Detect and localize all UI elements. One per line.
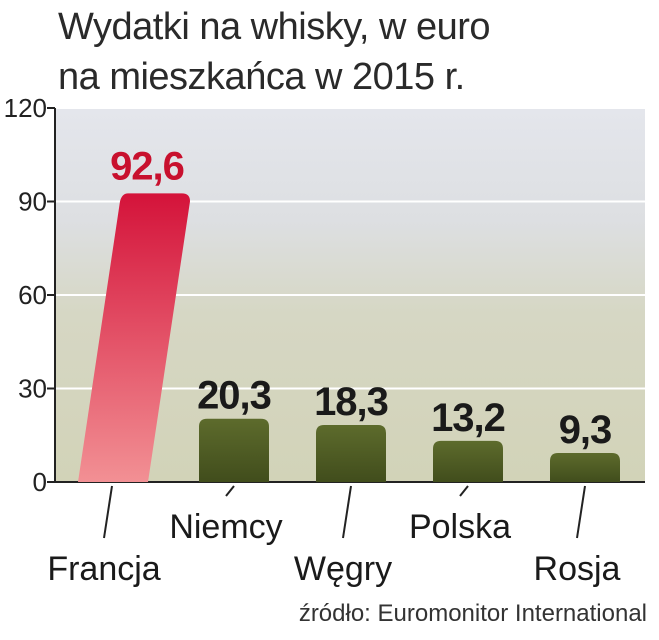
category-leader-line xyxy=(103,485,113,539)
value-label: 9,3 xyxy=(559,408,612,452)
category-label: Węgry xyxy=(294,550,392,588)
category-leader-line xyxy=(576,485,586,539)
bar-węgry xyxy=(316,424,386,482)
chart-title-line-2: na mieszkańca w 2015 r. xyxy=(58,56,465,98)
category-label: Niemcy xyxy=(169,508,282,546)
bar-rosja xyxy=(550,453,620,482)
y-tick-label: 30 xyxy=(18,374,47,404)
category-label: Rosja xyxy=(534,550,621,588)
y-tick-label: 0 xyxy=(33,467,47,497)
category-leader-line xyxy=(459,485,469,497)
value-label: 13,2 xyxy=(431,396,505,440)
bar-francja xyxy=(78,193,190,482)
bar-chart: 0 30 60 90 120 92,6 20,3 18,3 13,2 9,3 FrancjaNi… xyxy=(4,93,645,588)
category-leader-line xyxy=(225,485,235,497)
category-leader-line xyxy=(342,485,352,539)
chart-title-line-1: Wydatki na whisky, w euro xyxy=(58,6,491,48)
bar-polska xyxy=(433,440,503,482)
value-label: 20,3 xyxy=(197,374,271,418)
category-label: Polska xyxy=(409,508,511,546)
y-tick-label: 90 xyxy=(18,187,47,217)
value-label: 92,6 xyxy=(110,144,184,188)
y-tick-label: 60 xyxy=(18,280,47,310)
bar-niemcy xyxy=(199,418,269,482)
chart-title: Wydatki na whisky, w euro na mieszkańca … xyxy=(58,2,658,102)
source-note: źródło: Euromonitor International xyxy=(298,600,647,627)
y-tick-label: 120 xyxy=(4,93,47,123)
category-label: Francja xyxy=(47,550,160,588)
value-label: 18,3 xyxy=(314,380,388,424)
